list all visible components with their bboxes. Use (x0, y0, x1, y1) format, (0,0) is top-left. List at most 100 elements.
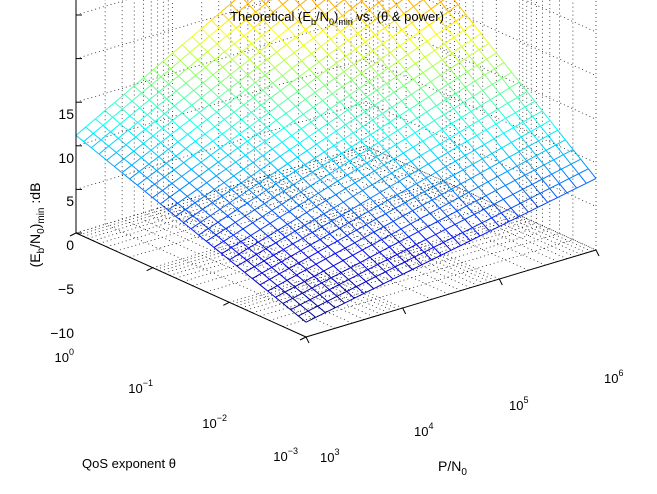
mesh-line (320, 173, 331, 181)
mesh-line (419, 218, 429, 227)
grid-line (282, 239, 574, 327)
mesh-line (457, 71, 468, 79)
mesh-line (348, 216, 359, 224)
mesh-line (218, 97, 227, 106)
mesh-line (341, 79, 352, 88)
mesh-line (428, 24, 438, 35)
mesh-line (181, 44, 191, 53)
mesh-line (553, 159, 562, 170)
mesh-line (410, 155, 421, 162)
mesh-line (371, 239, 382, 246)
mesh-line (85, 118, 96, 128)
mesh-line (236, 259, 247, 267)
mesh-line (499, 221, 510, 227)
mesh-line (308, 251, 319, 258)
mesh-line (168, 75, 179, 85)
mesh-line (250, 175, 260, 184)
mesh-line (221, 133, 231, 142)
mesh-line (179, 119, 190, 128)
mesh-line (396, 194, 406, 204)
mesh-line (319, 233, 330, 240)
mesh-line (216, 111, 225, 120)
mesh-line (430, 8, 440, 19)
mesh-line (387, 67, 397, 78)
mesh-line (137, 122, 146, 130)
mesh-line (202, 208, 211, 217)
mesh-line (91, 139, 102, 149)
grid-line (169, 188, 460, 276)
mesh-line (131, 92, 142, 102)
mesh-line (348, 279, 357, 287)
mesh-line (360, 197, 371, 205)
mesh-line (324, 6, 335, 15)
mesh-line (259, 43, 270, 53)
mesh-line (401, 22, 412, 31)
grid-line (229, 214, 520, 303)
mesh-line (259, 278, 270, 286)
mesh-line (162, 190, 171, 198)
mesh-line (267, 235, 276, 244)
mesh-line (412, 78, 422, 89)
mesh-line (374, 34, 384, 45)
mesh-line (202, 147, 212, 156)
mesh-line (354, 182, 364, 191)
mesh-line (194, 202, 203, 210)
mesh-line (230, 0, 236, 5)
mesh-line (237, 74, 248, 83)
mesh-line (357, 274, 367, 282)
mesh-line (351, 72, 362, 81)
mesh-line (263, 11, 274, 21)
mesh-line (325, 200, 335, 209)
mesh-line (474, 74, 485, 82)
mesh-line (313, 30, 324, 39)
mesh-line (286, 274, 297, 281)
mesh-line (289, 204, 300, 212)
mesh-line (379, 127, 389, 137)
mesh-line (311, 232, 321, 240)
mesh-line (437, 215, 448, 222)
mesh-line (235, 89, 246, 98)
mesh-line (456, 205, 467, 212)
mesh-line (486, 123, 497, 131)
power-tick (595, 249, 600, 257)
mesh-line (487, 181, 497, 191)
mesh-line (403, 85, 412, 95)
mesh-line (428, 96, 437, 107)
mesh-line (256, 196, 265, 204)
mesh-line (114, 93, 125, 103)
mesh-line (156, 170, 165, 178)
mesh-line (365, 224, 375, 233)
mesh-line (439, 74, 449, 85)
mesh-line (187, 67, 197, 76)
mesh-line (397, 54, 408, 62)
mesh-line (149, 91, 160, 101)
mesh-line (572, 149, 582, 160)
mesh-line (377, 264, 386, 273)
mesh-line (239, 126, 250, 135)
mesh-line (359, 81, 370, 89)
mesh-line (251, 35, 262, 45)
mesh-line (356, 103, 366, 113)
mesh-line (414, 251, 425, 258)
mesh-line (509, 87, 518, 98)
mesh-line (226, 96, 237, 106)
mesh-line (321, 226, 331, 235)
mesh-line (312, 100, 323, 108)
mesh-line (444, 229, 454, 238)
mesh-line (172, 44, 183, 54)
mesh-line (392, 273, 403, 280)
mesh-line (547, 197, 558, 203)
mesh-line (252, 162, 262, 170)
mesh-line (528, 206, 539, 213)
mesh-line (426, 111, 435, 121)
mesh-line (315, 312, 326, 318)
mesh-line (357, 25, 368, 34)
mesh-line (202, 140, 213, 149)
mesh-line (408, 175, 418, 184)
mesh-line (458, 191, 469, 199)
mesh-line (246, 202, 255, 211)
mesh-line (320, 38, 331, 47)
mesh-line (376, 89, 385, 100)
mesh-line (397, 61, 407, 71)
mesh-line (190, 228, 199, 236)
